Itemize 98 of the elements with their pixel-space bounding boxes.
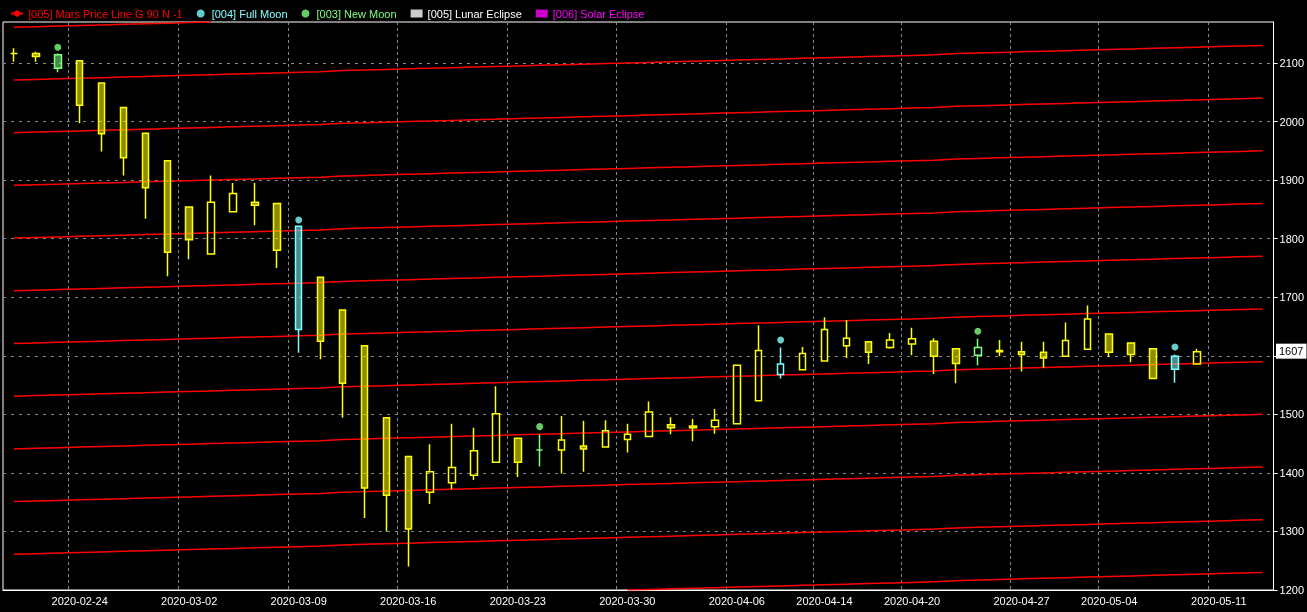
candlestick [1017, 340, 1026, 373]
candlestick [907, 326, 917, 356]
x-tick-label: 2020-03-09 [270, 594, 327, 607]
candlestick [929, 337, 939, 375]
y-tick-label: 2100 [1279, 56, 1305, 69]
legend-label: [006] Solar Eclipse [552, 7, 645, 20]
x-tick-label: 2020-05-11 [1191, 594, 1247, 607]
point [777, 336, 785, 344]
point [536, 423, 544, 431]
candlestick [842, 319, 851, 359]
candlestick [1192, 348, 1202, 365]
y-tick-label: 1300 [1279, 525, 1305, 538]
candlestick [710, 408, 720, 435]
x-tick-label: 2020-04-20 [883, 594, 941, 607]
point [54, 43, 62, 51]
point [974, 327, 982, 335]
candlestick [206, 174, 216, 255]
candlestick [1104, 333, 1114, 358]
candlestick [1083, 304, 1092, 351]
x-tick-label: 2020-03-16 [380, 594, 437, 607]
x-tick-label: 2020-03-30 [599, 594, 656, 607]
candlestick [53, 52, 63, 74]
candlestick [316, 276, 325, 361]
y-tick-label: 1900 [1279, 174, 1305, 187]
candlestick [404, 455, 413, 568]
candlestick [1170, 353, 1180, 384]
candlestick [272, 202, 282, 269]
line-series [13, 413, 1264, 450]
candlestick [557, 415, 566, 475]
candlestick [250, 182, 260, 226]
x-tick-label: 2020-02-24 [51, 594, 108, 607]
point [295, 216, 303, 224]
candlestick [513, 437, 523, 478]
line-series [13, 360, 1264, 397]
candlestick [535, 433, 544, 468]
legend-label: [005] Lunar Eclipse [427, 7, 522, 20]
line-series [626, 571, 1264, 591]
candlestick [666, 416, 676, 435]
y-tick-label: 1700 [1279, 291, 1305, 304]
candlestick [141, 132, 150, 220]
candlestick [1126, 342, 1136, 363]
x-tick-label: 2020-03-23 [489, 594, 546, 607]
legend-label: [003] New Moon [316, 7, 397, 20]
candlestick [491, 385, 501, 464]
candlestick [119, 106, 128, 177]
candlestick [469, 427, 479, 481]
candlestick [951, 348, 961, 385]
line-series [13, 466, 1264, 503]
x-tick-label: 2020-04-27 [993, 594, 1050, 607]
candlestick [31, 51, 41, 63]
candlestick [338, 309, 347, 419]
line-series [13, 202, 1264, 239]
candlestick [1039, 340, 1048, 369]
candlestick [601, 419, 610, 448]
candlestick [623, 422, 632, 454]
candlestick [382, 417, 391, 533]
line-series [13, 518, 1264, 556]
candlestick [973, 338, 983, 366]
candlestick [163, 160, 172, 277]
candlestick [184, 206, 194, 260]
candlestick [995, 339, 1004, 358]
x-tick-label: 2020-04-14 [796, 594, 853, 607]
x-tick-label: 2020-05-04 [1081, 594, 1138, 607]
line-series [13, 150, 1264, 187]
annotation: 1607 [1279, 345, 1304, 358]
candlestick [776, 346, 785, 380]
candlestick [75, 59, 84, 125]
candlestick [447, 422, 457, 491]
y-tick-label: 2000 [1279, 115, 1305, 128]
candlestick [754, 324, 763, 402]
y-tick-label: 1400 [1279, 466, 1305, 479]
candlestick [9, 47, 19, 63]
candlestick [360, 345, 369, 519]
candlestick [644, 400, 654, 438]
candlestick [688, 418, 698, 443]
candlestick [228, 182, 238, 213]
candlestick [97, 82, 106, 153]
y-tick-label: 1200 [1279, 584, 1305, 596]
candlestick [798, 346, 807, 371]
candlestick [885, 332, 895, 350]
candlestick [864, 340, 873, 365]
candlestick [294, 225, 303, 354]
line-series [13, 97, 1264, 134]
x-tick-label: 2020-04-06 [708, 594, 765, 607]
line-series [13, 308, 1264, 345]
legend-label: [005] Mars Price Line G 90 N -1 [28, 7, 183, 20]
candlestick [820, 316, 829, 362]
candlestick [1061, 321, 1070, 358]
candlestick [425, 443, 435, 505]
line-series [13, 255, 1264, 292]
candlestick [732, 364, 742, 425]
y-tick-label: 1500 [1279, 408, 1305, 421]
x-tick-label: 2020-03-02 [161, 594, 218, 607]
legend-label: [004] Full Moon [211, 7, 288, 20]
y-tick-label: 1800 [1279, 232, 1305, 245]
candlestick [1148, 348, 1158, 380]
line-series [13, 44, 1264, 81]
candlestick [579, 420, 588, 473]
